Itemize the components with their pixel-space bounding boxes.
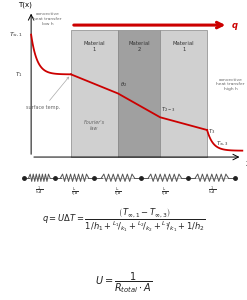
Text: Material
2: Material 2	[128, 41, 150, 52]
Text: $T_{\infty,3}$: $T_{\infty,3}$	[216, 140, 229, 148]
Text: $\frac{1}{h_1A}$: $\frac{1}{h_1A}$	[35, 185, 43, 197]
Text: Material
1: Material 1	[173, 41, 194, 52]
Text: $\frac{L_2}{k_2A}$: $\frac{L_2}{k_2A}$	[114, 185, 122, 198]
Text: x: x	[246, 159, 247, 168]
Text: $\frac{L_1}{k_1A}$: $\frac{L_1}{k_1A}$	[161, 185, 169, 198]
Text: $\theta_2$: $\theta_2$	[120, 80, 127, 89]
Text: Material
1: Material 1	[84, 41, 105, 52]
Text: $T_{\infty,1}$: $T_{\infty,1}$	[9, 31, 23, 39]
Bar	[71, 30, 118, 157]
Text: q: q	[232, 21, 238, 30]
Text: convective
heat transfer
low h: convective heat transfer low h	[33, 12, 62, 26]
Text: $\frac{1}{h_2A}$: $\frac{1}{h_2A}$	[208, 185, 216, 197]
Text: $U = \dfrac{1}{R_{total}\cdot A}$: $U = \dfrac{1}{R_{total}\cdot A}$	[95, 270, 152, 295]
Text: $T_{2-3}$: $T_{2-3}$	[161, 105, 176, 114]
Text: Fourier's
law: Fourier's law	[84, 121, 105, 131]
Text: T(x): T(x)	[18, 2, 32, 8]
Text: surface temp.: surface temp.	[26, 77, 69, 110]
Text: $T_3$: $T_3$	[208, 127, 216, 136]
Text: convective
heat transfer
high h: convective heat transfer high h	[216, 77, 245, 91]
Text: $T_1$: $T_1$	[16, 70, 23, 79]
Bar	[118, 30, 160, 157]
Text: $q = U\Delta T = \dfrac{\left(T_{\infty,1} - T_{\infty,3}\right)}{1/h_1 + {}^{L_: $q = U\Delta T = \dfrac{\left(T_{\infty,…	[41, 206, 206, 233]
Bar	[160, 30, 207, 157]
Text: $\frac{L_1}{k_1A}$: $\frac{L_1}{k_1A}$	[71, 185, 79, 198]
